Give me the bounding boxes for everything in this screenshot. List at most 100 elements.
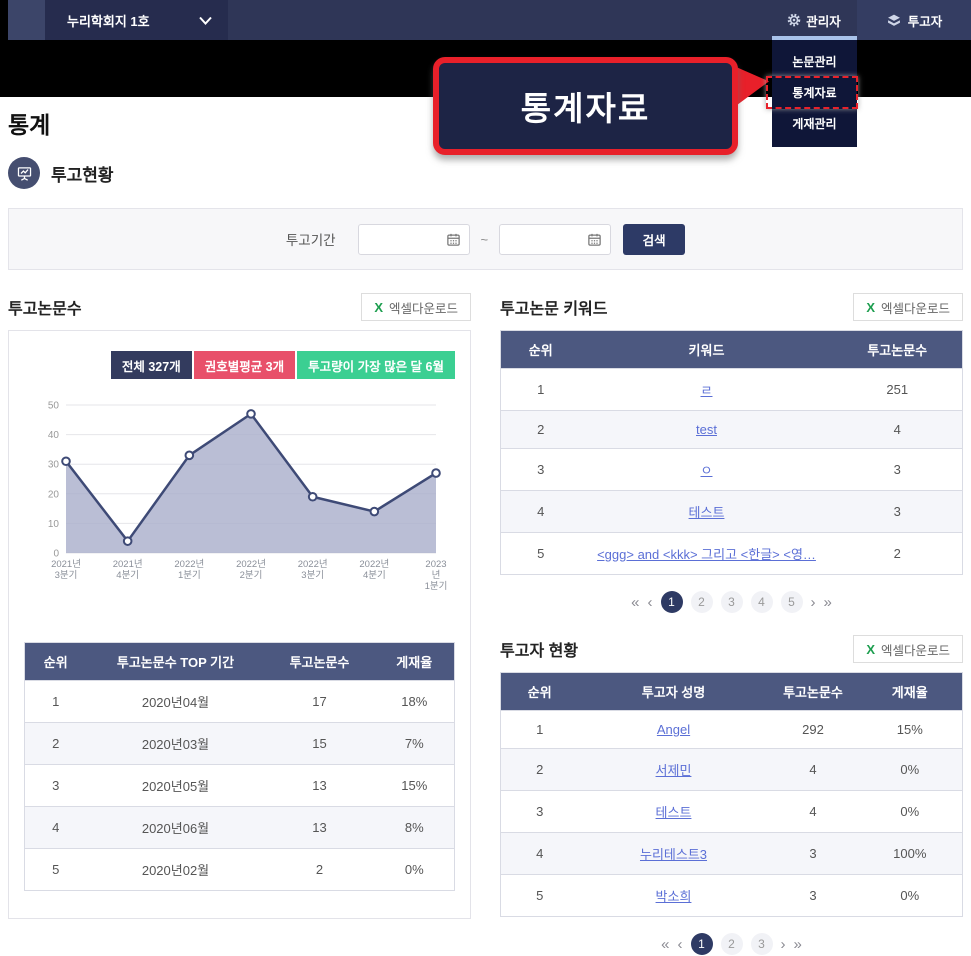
table-cell: 2 — [500, 410, 581, 449]
svg-text:2023: 2023 — [425, 559, 446, 570]
table-cell: 테스트 — [578, 790, 769, 833]
pager-last[interactable]: » — [823, 593, 832, 611]
pager-page[interactable]: 3 — [720, 591, 743, 613]
cell-link[interactable]: 테스트 — [688, 505, 725, 520]
table-header: 순위 — [500, 672, 579, 711]
table-row: 1 ㄹ 251 — [500, 368, 963, 411]
table-cell: 3 — [768, 874, 858, 917]
svg-text:2022년: 2022년 — [174, 559, 204, 570]
callout-tooltip: 통계자료 — [433, 57, 738, 155]
cell-link[interactable]: Angel — [656, 722, 691, 737]
table-cell: 3 — [24, 764, 87, 807]
svg-text:년: 년 — [431, 570, 440, 581]
table-header: 투고논문수 — [264, 642, 375, 681]
pager-next[interactable]: › — [810, 593, 816, 611]
top-banner: 누리학회지 1호 관리자 투고자 논문관리 통계자료 게재관리 통계자료 — [0, 0, 971, 155]
table-cell: 3 — [768, 832, 858, 875]
pager-next[interactable]: › — [780, 935, 786, 953]
svg-text:50: 50 — [47, 401, 59, 412]
table-cell: 7% — [374, 722, 455, 765]
table-row: 4 테스트 3 — [500, 490, 963, 533]
cell-link[interactable]: ㅇ — [700, 463, 713, 478]
nav-admin-menu[interactable]: 관리자 — [771, 0, 857, 40]
excel-download-button-keywords[interactable]: X 엑셀다운로드 — [853, 293, 963, 321]
pager-page[interactable]: 3 — [750, 933, 773, 955]
table-cell: 5 — [24, 848, 87, 891]
navbar-spacer — [228, 0, 771, 40]
pager-page[interactable]: 2 — [690, 591, 713, 613]
keywords-pagination: « ‹ 1 2 3 4 5 › » — [500, 590, 963, 614]
cell-link[interactable]: <ggg> and <kkk> 그리고 <한글> <영… — [597, 547, 816, 562]
cell-link[interactable]: 서제민 — [655, 763, 692, 778]
svg-text:2021년: 2021년 — [51, 559, 81, 570]
date-from-input[interactable] — [357, 223, 470, 255]
table-row: 3 2020년05월 13 15% — [24, 764, 455, 807]
table-cell: 4 — [832, 410, 963, 449]
date-to-input[interactable] — [499, 223, 612, 255]
period-label: 투고기간 — [285, 233, 336, 248]
dropdown-item[interactable]: 게재관리 — [792, 117, 837, 131]
svg-text:4분기: 4분기 — [116, 570, 139, 581]
table-cell: 17 — [264, 680, 375, 723]
table-row: 4 2020년06월 13 8% — [24, 806, 455, 849]
pager-first[interactable]: « — [631, 593, 640, 611]
pager-page[interactable]: 1 — [660, 591, 683, 613]
table-cell: 292 — [768, 710, 858, 749]
excel-download-button-submissions[interactable]: X 엑셀다운로드 — [361, 293, 471, 321]
table-header: 순위 — [24, 642, 87, 681]
table-row: 5 박소희 3 0% — [500, 874, 963, 917]
svg-text:10: 10 — [47, 519, 59, 530]
table-cell: test — [580, 410, 833, 449]
svg-text:1분기: 1분기 — [424, 581, 447, 592]
pager-prev[interactable]: ‹ — [647, 593, 653, 611]
table-header: 투고논문수 TOP 기간 — [86, 642, 265, 681]
top-navbar: 누리학회지 1호 관리자 투고자 — [8, 0, 971, 40]
columns: 투고논문수 X 엑셀다운로드 전체 327개 권호별평균 3개 투고량이 가장 많은… — [8, 292, 963, 956]
nav-submitter-label: 투고자 — [907, 14, 943, 29]
pager-prev[interactable]: ‹ — [677, 935, 683, 953]
table-cell: 0% — [857, 748, 963, 791]
svg-text:2022년: 2022년 — [359, 559, 389, 570]
svg-text:1분기: 1분기 — [177, 570, 200, 581]
table-cell: 3 — [832, 448, 963, 491]
table-header: 게재율 — [374, 642, 455, 681]
pager-page[interactable]: 2 — [720, 933, 743, 955]
nav-admin-label: 관리자 — [806, 14, 841, 29]
excel-button-label: 엑셀다운로드 — [880, 301, 950, 316]
section-header: 투고현황 — [8, 157, 963, 189]
table-cell: 박소희 — [578, 874, 769, 917]
pager-last[interactable]: » — [793, 935, 802, 953]
nav-submitter-menu[interactable]: 투고자 — [857, 0, 971, 40]
table-cell: 2020년05월 — [86, 764, 265, 807]
table-cell: 0% — [374, 848, 455, 891]
excel-download-button-submitters[interactable]: X 엑셀다운로드 — [853, 635, 963, 663]
pager-first[interactable]: « — [661, 935, 670, 953]
table-row: 5 2020년02월 2 0% — [24, 848, 455, 891]
cell-link[interactable]: test — [696, 422, 717, 437]
journal-selector[interactable]: 누리학회지 1호 — [45, 0, 228, 40]
dropdown-item[interactable]: 논문관리 — [792, 55, 837, 69]
cell-link[interactable]: 누리테스트3 — [639, 847, 708, 862]
presentation-chart-icon — [8, 157, 40, 189]
submissions-panel-head: 투고논문수 X 엑셀다운로드 — [8, 292, 471, 322]
svg-text:0: 0 — [53, 549, 59, 560]
dropdown-item[interactable]: 통계자료 — [766, 76, 858, 109]
table-cell: 테스트 — [580, 490, 833, 533]
svg-text:30: 30 — [47, 460, 59, 471]
tilde-separator: ~ — [480, 231, 489, 247]
table-row: 2 서제민 4 0% — [500, 748, 963, 791]
search-button[interactable]: 검색 — [623, 223, 686, 255]
cell-link[interactable]: 박소희 — [655, 889, 692, 904]
submissions-title: 투고논문수 — [8, 301, 82, 318]
nav-menu-square[interactable] — [8, 0, 45, 40]
pager-page[interactable]: 4 — [750, 591, 773, 613]
table-cell: 1 — [500, 368, 581, 411]
calendar-icon — [446, 233, 460, 246]
pager-page[interactable]: 1 — [690, 933, 713, 955]
cell-link[interactable]: ㄹ — [700, 383, 713, 398]
chevron-down-icon — [199, 16, 212, 25]
table-cell: 4 — [768, 748, 858, 791]
pager-page[interactable]: 5 — [780, 591, 803, 613]
cell-link[interactable]: 테스트 — [655, 805, 692, 820]
